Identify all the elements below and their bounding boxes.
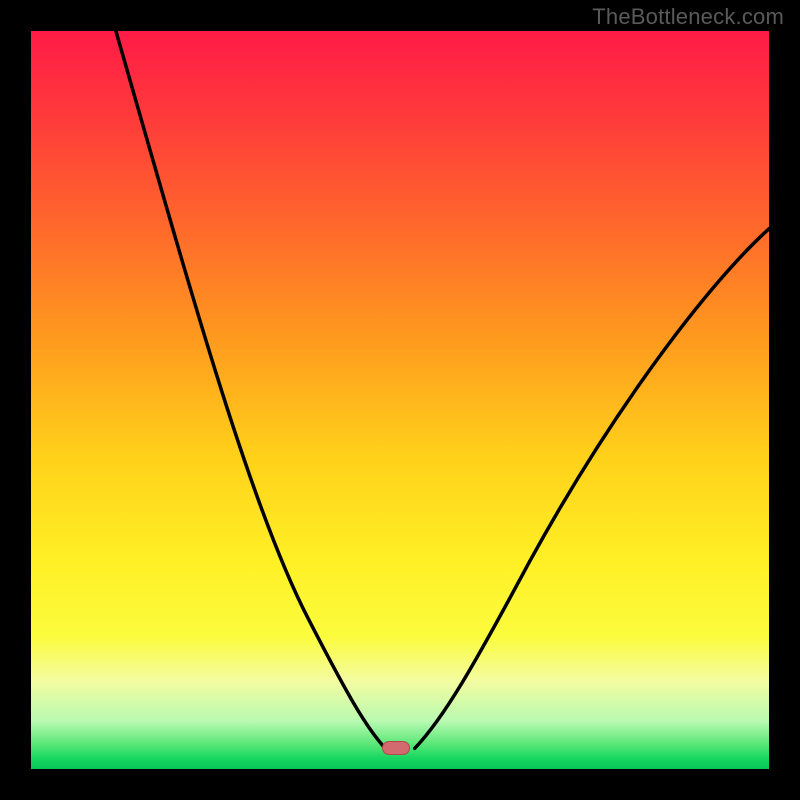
curve-left-branch	[116, 31, 385, 748]
watermark-text: TheBottleneck.com	[592, 4, 784, 30]
curve-right-branch	[415, 229, 769, 749]
plot-area	[31, 31, 769, 769]
bottleneck-v-curve	[31, 31, 769, 769]
chart-frame: TheBottleneck.com	[0, 0, 800, 800]
valley-marker	[382, 741, 410, 755]
